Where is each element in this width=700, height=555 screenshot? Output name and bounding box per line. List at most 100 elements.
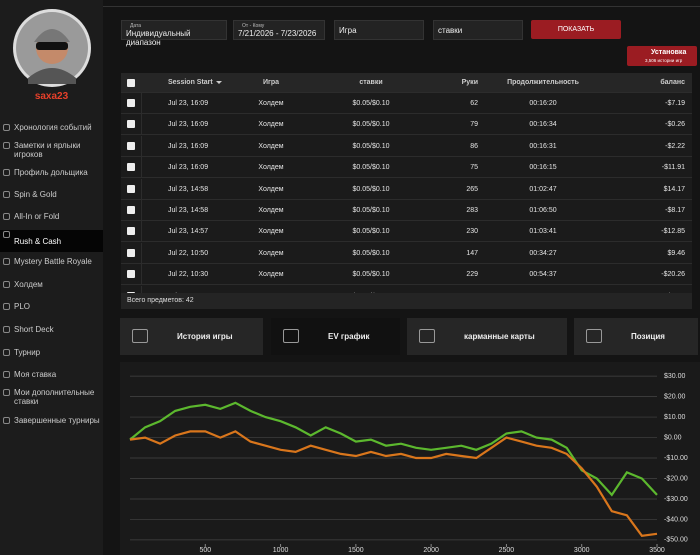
menu-icon — [3, 213, 10, 220]
row-divider — [141, 157, 142, 179]
menu-label: Моя ставка — [14, 370, 57, 379]
table-row: Jul 23, 14:58 Холдем $0.05/$0.10 283 01:06:5… — [121, 200, 692, 221]
row-checkbox[interactable] — [127, 206, 135, 214]
ev-chart: $30.00 $20.00 $10.00 $0.00 -$10.00 -$20.00 -$3… — [120, 362, 700, 555]
cell: Холдем — [258, 164, 284, 172]
cell: -$0.26 — [665, 121, 685, 129]
row-divider — [141, 135, 142, 157]
tab-icon — [586, 329, 602, 343]
table-row: Jul 23, 16:09 Холдем $0.05/$0.10 86 00:16:31… — [121, 135, 692, 157]
cell: $0.05/$0.10 — [352, 121, 390, 129]
menu-item[interactable]: Моя ставка — [0, 370, 100, 379]
install-label: Установка — [651, 49, 687, 56]
column-header[interactable]: ставки — [359, 79, 383, 86]
column-header[interactable]: Игра — [262, 79, 280, 86]
menu-item[interactable]: Холдем — [0, 280, 100, 289]
cell: 01:06:50 — [529, 207, 557, 214]
menu-icon — [3, 417, 10, 424]
menu-item[interactable]: Профиль дольщика — [0, 168, 100, 177]
date-select[interactable]: Дата Индивидуальный диапазон — [121, 20, 227, 47]
menu-label: Mystery Battle Royale — [14, 257, 92, 266]
tab[interactable]: EV график — [271, 318, 400, 355]
y-tick-label: -$10.00 — [664, 455, 688, 462]
menu-item[interactable]: Турнир — [0, 348, 100, 357]
row-checkbox[interactable] — [127, 227, 135, 236]
table-row: Jul 23, 14:58 Холдем $0.05/$0.10 265 01:02:4… — [121, 178, 692, 200]
menu-item[interactable]: Заметки и ярлыки игроков — [0, 141, 100, 159]
stakes: ставки — [438, 26, 463, 35]
menu-item[interactable]: Хронология событий — [0, 123, 100, 132]
ev-line — [129, 430, 658, 537]
row-checkbox[interactable] — [127, 248, 135, 257]
cell: $0.05/$0.10 — [352, 271, 390, 279]
row-divider — [141, 93, 142, 114]
menu-icon — [3, 258, 10, 265]
menu-item[interactable]: Завершенные турниры — [0, 416, 100, 425]
menu-icon — [3, 231, 10, 238]
stakes-select[interactable]: ставки — [433, 20, 523, 40]
menu-item[interactable]: PLO — [0, 302, 100, 311]
menu-item[interactable]: Мои дополнительные ставки — [0, 388, 100, 406]
column-header[interactable]: Session Start — [168, 79, 213, 86]
cell: Jul 23, 14:58 — [168, 207, 209, 214]
row-checkbox[interactable] — [127, 163, 135, 172]
menu-label: All-In or Fold — [14, 212, 60, 221]
cell: Jul 23, 16:09 — [168, 100, 209, 107]
range-input[interactable]: От - Кому 7/21/2026 - 7/23/2026 — [233, 20, 325, 40]
menu-icon — [3, 303, 10, 310]
tab[interactable]: История игры — [120, 318, 263, 355]
menu-item[interactable]: Mystery Battle Royale — [0, 257, 100, 266]
tab-label: Позиция — [631, 332, 665, 341]
row-divider — [141, 178, 142, 200]
table-row: Jul 23, 16:09 Холдем $0.05/$0.10 75 00:16:15… — [121, 157, 692, 179]
cell: -$11.91 — [661, 164, 685, 172]
tab[interactable]: карманные карты — [407, 318, 567, 355]
row-divider — [141, 114, 142, 136]
cell: 86 — [470, 142, 478, 150]
menu-item[interactable]: Rush & Cash — [0, 230, 103, 252]
menu-item[interactable]: All-In or Fold — [0, 212, 100, 221]
column-header[interactable]: Руки — [461, 79, 478, 86]
cell: 00:54:37 — [529, 271, 557, 279]
table-row: Jul 22, 10:50 Холдем $0.05/$0.10 147 00:34:2… — [121, 242, 692, 264]
row-checkbox[interactable] — [127, 184, 135, 193]
menu-item[interactable]: Spin & Gold — [0, 190, 100, 199]
menu-label: Rush & Cash — [14, 237, 62, 246]
menu-icon — [3, 349, 10, 356]
date-label: Дата — [130, 23, 142, 29]
cell: Холдем — [258, 142, 284, 150]
range-label: От - Кому — [242, 23, 265, 29]
date-mode: Индивидуальный диапазон — [126, 29, 191, 47]
y-tick-label: -$40.00 — [664, 516, 688, 523]
cell: 00:16:15 — [529, 164, 557, 172]
row-checkbox[interactable] — [127, 120, 135, 129]
row-checkbox[interactable] — [127, 270, 135, 279]
cell: $0.05/$0.10 — [352, 207, 390, 214]
cell: Холдем — [258, 121, 284, 129]
game-select[interactable]: Игра — [334, 20, 424, 40]
column-header[interactable]: баланс — [660, 79, 685, 86]
menu-label: Мои дополнительные ставки — [14, 388, 95, 406]
x-tick-label: 3500 — [649, 547, 665, 554]
row-divider — [141, 200, 142, 221]
install-sub: 3,506 истории игр — [645, 58, 683, 63]
tab-icon — [283, 329, 299, 343]
column-header[interactable]: Продолжительность — [507, 79, 579, 86]
tab[interactable]: Позиция — [574, 318, 698, 355]
install-button[interactable]: Установка 3,506 истории игр — [627, 46, 697, 66]
menu-item[interactable]: Short Deck — [0, 325, 100, 334]
tab-icon — [132, 329, 148, 343]
row-checkbox[interactable] — [127, 99, 135, 107]
cell: $0.05/$0.10 — [352, 185, 390, 193]
cell: 00:16:34 — [529, 121, 557, 129]
row-checkbox[interactable] — [127, 141, 135, 150]
cell: Jul 22, 10:50 — [168, 249, 209, 257]
show-button[interactable]: ПОКАЗАТЬ — [531, 20, 621, 39]
menu-label: Профиль дольщика — [14, 168, 88, 177]
cell: 00:16:20 — [529, 100, 557, 107]
cell: $0.05/$0.10 — [352, 164, 390, 172]
tab-label: EV график — [328, 332, 370, 341]
menu-icon — [3, 281, 10, 288]
header-checkbox[interactable] — [127, 79, 135, 87]
